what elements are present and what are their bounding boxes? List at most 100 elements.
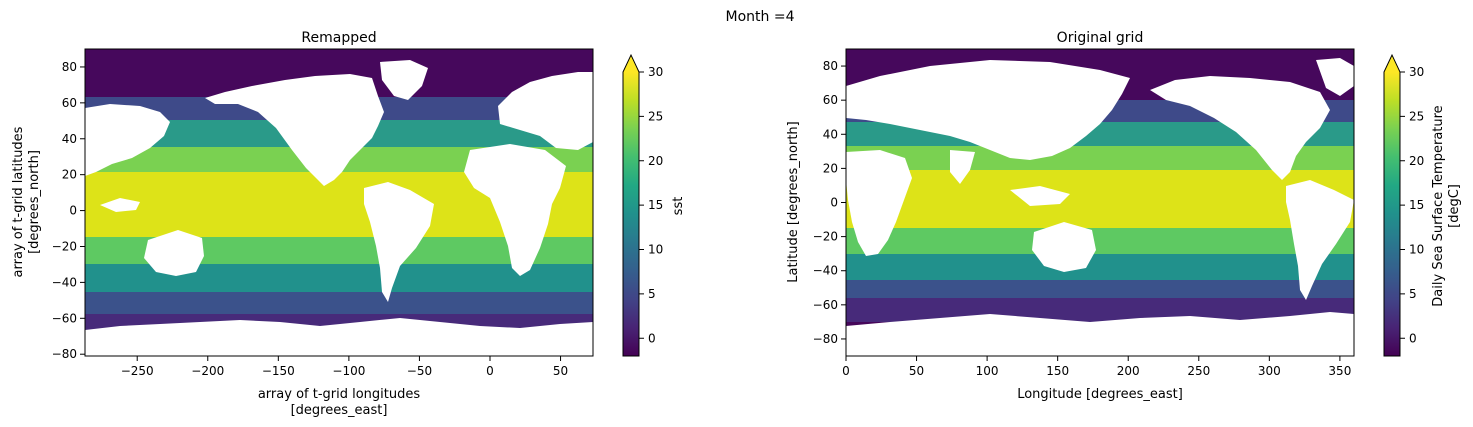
x-tick-label: −50 — [407, 364, 432, 378]
y-tick-label: −20 — [52, 239, 77, 253]
land-maritime-asia — [100, 198, 140, 212]
colorbar: 0 5 10 15 20 25 30 Daily Sea Surface Temperatu… — [1383, 53, 1462, 357]
x-tick-label: −200 — [191, 364, 224, 378]
y-tick-label: −80 — [52, 347, 77, 361]
x-axis-label: Longitude [degrees_east] — [1017, 387, 1183, 402]
x-tick-label: 0 — [486, 364, 494, 378]
y-tick-label: 20 — [823, 161, 838, 175]
panel-remapped: Remapped −250 −200 −150 −100 −50 0 50 −80−60−4… — [11, 30, 686, 418]
colorbar-ticks: 0 5 10 15 20 25 30 — [639, 65, 663, 345]
land-africa — [464, 144, 566, 276]
colorbar-tick-label: 20 — [1409, 154, 1424, 168]
land-antarctica — [85, 318, 593, 356]
colorbar-gradient — [623, 72, 639, 356]
y-tick-label: 80 — [823, 59, 838, 73]
sst-band-south-mid — [85, 290, 593, 314]
sst-band-tropic — [846, 168, 1354, 228]
colorbar-tick-label: 5 — [1409, 287, 1417, 301]
axes-frame — [84, 48, 594, 357]
land-asia-west — [85, 104, 170, 176]
panel-title: Remapped — [301, 30, 376, 46]
y-tick-label: −40 — [52, 275, 77, 289]
panel-original-grid: Original grid 0 50 100 150 200 250 300 350 −80−… — [786, 30, 1462, 402]
sst-band-south-subtropic — [846, 226, 1354, 254]
y-axis-label: Latitude [degrees_north] — [786, 121, 801, 282]
colorbar-tick-label: 10 — [648, 243, 663, 257]
y-tick-label: 40 — [823, 127, 838, 141]
colorbar-tick-label: 0 — [648, 331, 656, 345]
land-eurasia — [498, 72, 593, 150]
colorbar-tick-label: 15 — [648, 198, 663, 212]
land-north-america — [205, 74, 384, 186]
x-axis: −250 −200 −150 −100 −50 0 50 — [121, 356, 568, 378]
y-tick-label: 80 — [62, 60, 77, 74]
colorbar: 0 5 10 15 20 25 30 sst — [622, 53, 686, 357]
y-tick-label: −60 — [52, 311, 77, 325]
land-australia — [1032, 222, 1096, 272]
colorbar-tick-label: 5 — [648, 287, 656, 301]
colorbar-label: Daily Sea Surface Temperature — [1431, 105, 1446, 306]
land-australia — [144, 230, 204, 276]
x-tick-label: 300 — [1258, 364, 1281, 378]
y-tick-label: −60 — [813, 298, 838, 312]
colorbar-label-units: [degC] — [1447, 184, 1462, 228]
land-greenland — [380, 60, 428, 100]
land-south-america — [1286, 180, 1354, 300]
x-tick-label: 50 — [909, 364, 924, 378]
colorbar-tick-label: 20 — [648, 154, 663, 168]
colorbar-extend-arrow — [623, 55, 639, 72]
colorbar-tick-label: 0 — [1409, 331, 1417, 345]
colorbar-tick-label: 10 — [1409, 243, 1424, 257]
colorbar-label: sst — [671, 197, 686, 216]
land-eurasia — [846, 60, 1130, 160]
colorbar-tick-label: 30 — [1409, 65, 1424, 79]
x-tick-label: 250 — [1187, 364, 1210, 378]
y-tick-label: 0 — [69, 204, 77, 218]
colorbar-tick-label: 25 — [1409, 109, 1424, 123]
x-tick-label: −100 — [332, 364, 365, 378]
y-axis: −80 −60 −40 −20 0 20 40 60 80 — [813, 59, 846, 346]
x-axis-label-units: [degrees_east] — [291, 403, 388, 418]
figure-suptitle: Month =4 — [726, 9, 795, 25]
heatmap-field — [85, 49, 593, 356]
x-tick-label: 150 — [1046, 364, 1069, 378]
x-tick-label: −150 — [262, 364, 295, 378]
x-tick-label: −250 — [121, 364, 154, 378]
y-tick-label: 60 — [823, 93, 838, 107]
land-india — [950, 150, 975, 184]
x-tick-label: 100 — [976, 364, 999, 378]
colorbar-tick-label: 25 — [648, 109, 663, 123]
colorbar-gradient — [1384, 72, 1400, 356]
colorbar-outline — [622, 53, 640, 357]
x-axis-label: array of t-grid longitudes — [258, 387, 421, 402]
land-africa — [846, 150, 912, 256]
x-tick-label: 50 — [553, 364, 568, 378]
y-tick-label: 60 — [62, 96, 77, 110]
y-tick-label: 40 — [62, 132, 77, 146]
y-tick-label: −20 — [813, 230, 838, 244]
y-tick-label: −80 — [813, 332, 838, 346]
colorbar-extend-arrow — [1384, 55, 1400, 72]
y-tick-label: −40 — [813, 264, 838, 278]
y-axis-label: array of t-grid latitudes — [11, 126, 26, 277]
land-north-america — [1150, 76, 1330, 180]
x-tick-label: 0 — [842, 364, 850, 378]
colorbar-outline — [1383, 53, 1401, 357]
panel-title: Original grid — [1057, 30, 1144, 46]
land-greenland — [1316, 58, 1354, 96]
heatmap-field — [846, 49, 1354, 356]
y-tick-label: 20 — [62, 168, 77, 182]
colorbar-tick-label: 15 — [1409, 198, 1424, 212]
land-antarctica — [846, 312, 1354, 356]
colorbar-ticks: 0 5 10 15 20 25 30 — [1400, 65, 1424, 345]
x-axis: 0 50 100 150 200 250 300 350 — [842, 356, 1351, 378]
land-south-america — [364, 182, 434, 302]
sst-band-south-mid — [846, 278, 1354, 298]
x-tick-label: 350 — [1328, 364, 1351, 378]
land-maritime-asia — [1010, 186, 1070, 206]
y-axis: −80 −60 −40 −20 0 20 40 60 80 — [52, 60, 85, 361]
sst-band-south-temperate — [846, 252, 1354, 280]
x-tick-label: 200 — [1117, 364, 1140, 378]
y-axis-label-units: [degrees_north] — [27, 150, 42, 254]
